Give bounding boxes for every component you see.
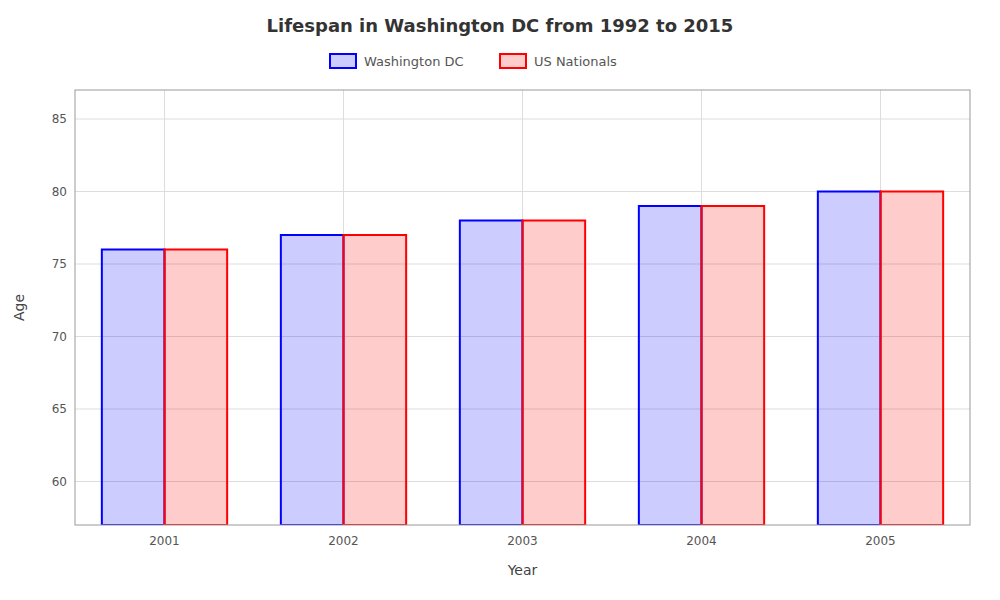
chart: 60 65 70 75 80 85 2001 2002 2003 2004 2005 Lifespan… [0, 0, 1000, 600]
bar [102, 250, 165, 526]
x-tick-label: 2001 [149, 534, 180, 548]
x-tick-label: 2003 [507, 534, 538, 548]
y-tick-label: 65 [52, 402, 67, 416]
x-tick-label: 2005 [865, 534, 896, 548]
chart-container: 60 65 70 75 80 85 2001 2002 2003 2004 2005 Lifespan… [0, 0, 1000, 600]
y-axis-label: Age [11, 294, 27, 321]
bar [523, 221, 586, 526]
x-tick-label: 2004 [686, 534, 717, 548]
y-tick-label: 60 [52, 475, 67, 489]
y-tick-label: 75 [52, 257, 67, 271]
bar [818, 192, 881, 526]
legend-label: Washington DC [364, 54, 464, 69]
bar [881, 192, 944, 526]
bars [102, 192, 943, 526]
bar [281, 235, 344, 525]
grid [75, 90, 970, 525]
plot-frame [75, 90, 970, 525]
legend-label: US Nationals [534, 54, 617, 69]
legend-swatch [330, 54, 356, 68]
bar [165, 250, 228, 526]
bar [702, 206, 765, 525]
bar [639, 206, 702, 525]
legend: Washington DC US Nationals [330, 54, 617, 69]
x-axis-label: Year [507, 562, 538, 578]
bar [344, 235, 407, 525]
x-tick-label: 2002 [328, 534, 359, 548]
y-tick-label: 80 [52, 185, 67, 199]
legend-swatch [500, 54, 526, 68]
y-tick-label: 85 [52, 112, 67, 126]
bar [460, 221, 523, 526]
title: Lifespan in Washington DC from 1992 to 2… [267, 15, 734, 36]
y-tick-label: 70 [52, 330, 67, 344]
